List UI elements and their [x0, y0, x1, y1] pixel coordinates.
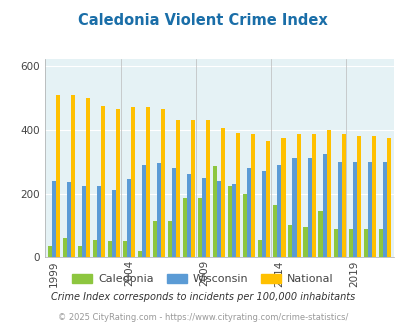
- Bar: [55, 94, 60, 257]
- Bar: [70, 94, 75, 257]
- Bar: [258, 240, 262, 257]
- Bar: [191, 120, 195, 257]
- Bar: [217, 181, 221, 257]
- Bar: [378, 229, 382, 257]
- Bar: [202, 178, 206, 257]
- Bar: [146, 107, 150, 257]
- Bar: [77, 246, 81, 257]
- Bar: [356, 136, 360, 257]
- Bar: [221, 128, 225, 257]
- Text: © 2025 CityRating.com - https://www.cityrating.com/crime-statistics/: © 2025 CityRating.com - https://www.city…: [58, 314, 347, 322]
- Bar: [108, 242, 112, 257]
- Bar: [232, 184, 236, 257]
- Bar: [116, 109, 120, 257]
- Bar: [142, 165, 146, 257]
- Bar: [277, 165, 281, 257]
- Bar: [333, 229, 337, 257]
- Bar: [96, 185, 100, 257]
- Bar: [337, 162, 341, 257]
- Bar: [176, 120, 180, 257]
- Bar: [92, 240, 96, 257]
- Bar: [138, 251, 142, 257]
- Bar: [228, 185, 232, 257]
- Bar: [322, 153, 326, 257]
- Bar: [157, 163, 161, 257]
- Bar: [251, 134, 255, 257]
- Bar: [112, 190, 116, 257]
- Bar: [311, 134, 315, 257]
- Bar: [352, 162, 356, 257]
- Bar: [247, 168, 251, 257]
- Bar: [367, 162, 371, 257]
- Bar: [307, 158, 311, 257]
- Bar: [168, 221, 172, 257]
- Bar: [236, 133, 240, 257]
- Bar: [153, 221, 157, 257]
- Bar: [296, 134, 300, 257]
- Bar: [262, 171, 266, 257]
- Bar: [363, 229, 367, 257]
- Bar: [371, 136, 375, 257]
- Bar: [172, 168, 176, 257]
- Bar: [341, 134, 345, 257]
- Bar: [123, 242, 127, 257]
- Bar: [47, 246, 51, 257]
- Bar: [127, 179, 131, 257]
- Bar: [303, 227, 307, 257]
- Text: Crime Index corresponds to incidents per 100,000 inhabitants: Crime Index corresponds to incidents per…: [51, 292, 354, 302]
- Bar: [206, 120, 210, 257]
- Bar: [183, 198, 187, 257]
- Bar: [161, 109, 165, 257]
- Bar: [273, 205, 277, 257]
- Bar: [243, 193, 247, 257]
- Text: Caledonia Violent Crime Index: Caledonia Violent Crime Index: [78, 13, 327, 28]
- Bar: [281, 138, 285, 257]
- Bar: [318, 211, 322, 257]
- Bar: [62, 238, 66, 257]
- Bar: [100, 106, 104, 257]
- Bar: [131, 107, 135, 257]
- Bar: [66, 182, 70, 257]
- Bar: [81, 185, 85, 257]
- Legend: Caledonia, Wisconsin, National: Caledonia, Wisconsin, National: [68, 270, 337, 289]
- Bar: [266, 141, 270, 257]
- Bar: [213, 166, 217, 257]
- Bar: [326, 130, 330, 257]
- Bar: [288, 225, 292, 257]
- Bar: [348, 229, 352, 257]
- Bar: [382, 162, 386, 257]
- Bar: [198, 198, 202, 257]
- Bar: [51, 181, 55, 257]
- Bar: [386, 138, 390, 257]
- Bar: [85, 98, 90, 257]
- Bar: [187, 174, 191, 257]
- Bar: [292, 158, 296, 257]
